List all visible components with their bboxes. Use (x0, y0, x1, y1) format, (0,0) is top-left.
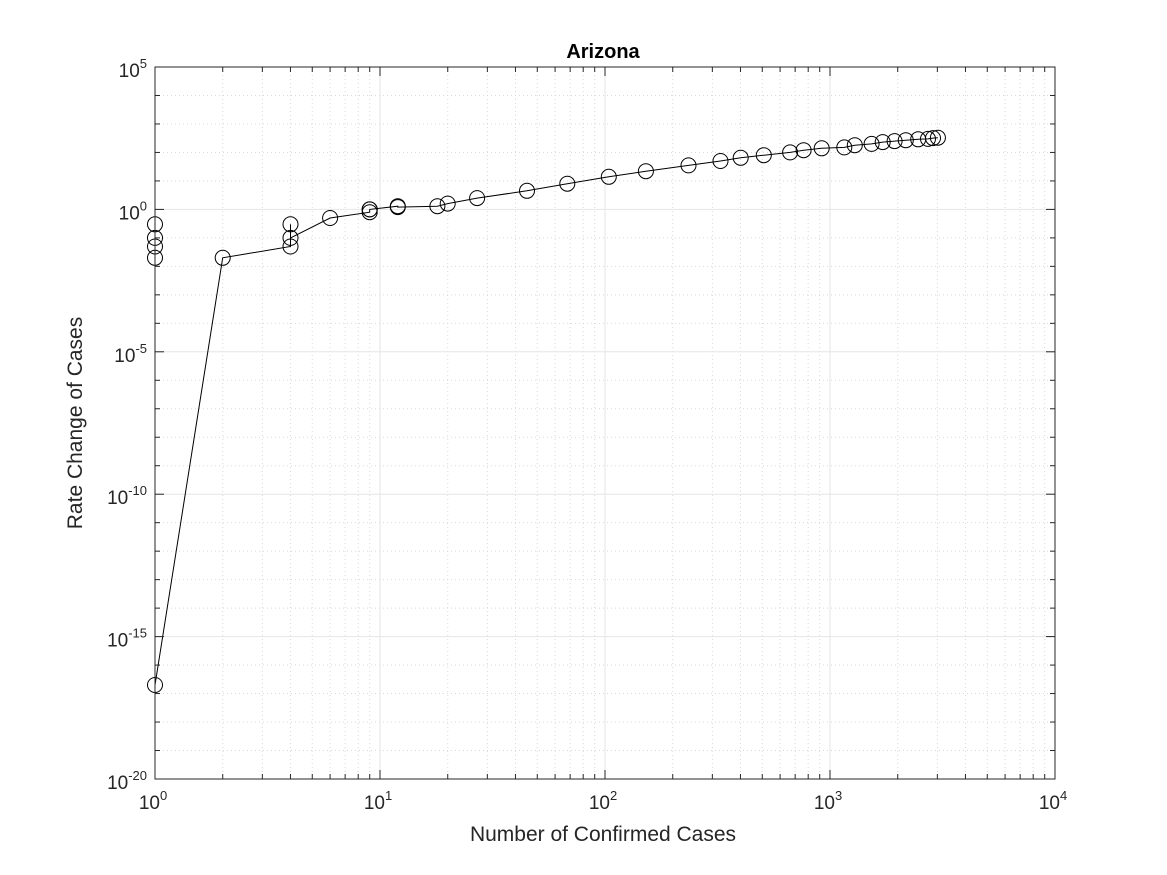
data-point-marker (282, 216, 299, 233)
y-axis-title: Rate Change of Cases (64, 317, 87, 529)
y-tick-label: 10-10 (107, 483, 147, 509)
x-tick-label: 100 (139, 788, 167, 814)
data-point-marker (732, 149, 749, 166)
data-point-marker (322, 210, 339, 226)
major-grid (155, 67, 1055, 779)
x-tick-label: 103 (814, 788, 842, 814)
y-tick-label: 100 (119, 198, 147, 224)
data-point-marker (282, 238, 299, 255)
data-point-marker (519, 182, 535, 199)
x-tick-label: 101 (364, 788, 392, 814)
data-point-marker (929, 129, 946, 146)
series-markers (147, 129, 946, 693)
data-point-marker (712, 153, 729, 169)
x-axis-title: Number of Confirmed Cases (470, 823, 736, 846)
data-point-marker (389, 199, 406, 216)
data-point-marker (920, 130, 936, 147)
data-point-marker (813, 140, 830, 157)
minor-grid (155, 67, 1055, 779)
axis-ticks (154, 66, 1056, 780)
data-point-marker (680, 157, 697, 174)
data-point-marker (637, 163, 654, 180)
data-point-marker (863, 135, 880, 152)
data-point-marker (361, 201, 378, 218)
data-point-marker (897, 132, 914, 149)
data-point-marker (282, 229, 299, 246)
plot-area (147, 66, 1056, 780)
data-point-marker (795, 142, 812, 159)
x-tick-labels: 100 101 102 103 104 (139, 788, 1067, 814)
data-point-marker (925, 130, 941, 147)
data-point-marker (469, 190, 486, 207)
y-tick-label: 10-20 (107, 768, 147, 794)
y-tick-label: 10-5 (114, 341, 147, 367)
data-point-marker (429, 198, 446, 215)
data-point-marker (846, 137, 863, 154)
data-point-marker (836, 139, 853, 156)
y-tick-labels: 10-20 10-15 10-10 10-5 100 105 (107, 56, 147, 794)
data-point-marker (874, 134, 891, 151)
data-point-marker (361, 204, 378, 221)
data-point-marker (886, 133, 903, 150)
series-line (154, 137, 938, 686)
y-tick-label: 105 (119, 56, 147, 82)
x-tick-label: 102 (589, 788, 617, 814)
data-point-marker (782, 144, 799, 161)
data-series (147, 129, 946, 693)
chart-title: Arizona (566, 41, 640, 63)
data-point-marker (214, 249, 231, 266)
data-point-marker (755, 147, 772, 164)
data-point-marker (600, 168, 617, 185)
y-tick-label: 10-15 (107, 626, 147, 652)
data-point-marker (559, 175, 576, 192)
x-tick-label: 104 (1039, 788, 1067, 814)
data-point-marker (439, 195, 456, 212)
